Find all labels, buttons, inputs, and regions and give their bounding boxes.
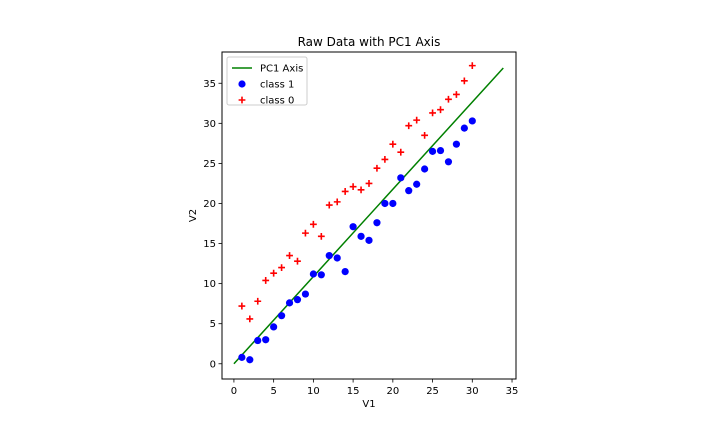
class-0-point (365, 180, 373, 187)
y-tick-label: 25 (203, 159, 216, 170)
class-0-point (341, 188, 349, 195)
x-tick-label: 5 (270, 386, 276, 397)
class-0-point (357, 186, 365, 194)
class-0-point (381, 155, 389, 163)
class-0-point (405, 122, 413, 130)
class-0-point (429, 109, 436, 117)
class-0-point (302, 229, 309, 237)
legend-box (226, 56, 308, 106)
y-tick-label: 0 (210, 359, 216, 370)
axis-ticks: 0 5 10 15 20 25 30 35 0 5 10 15 20 25 30 35 (203, 79, 518, 397)
class-1-point (325, 251, 333, 260)
legend-plus-swatch (238, 96, 246, 104)
x-tick-label: 30 (466, 386, 479, 397)
class-1-point (421, 165, 429, 173)
class-1-point (317, 271, 325, 279)
legend-label: class 1 (260, 80, 294, 91)
class-1-point (405, 187, 413, 195)
class-1-point (309, 270, 317, 278)
class-1-point (341, 268, 349, 276)
class-0-point (309, 220, 317, 228)
class-1-point (293, 296, 302, 304)
y-tick-label: 30 (203, 119, 216, 130)
class-1-point (357, 232, 365, 240)
class-0-point (254, 297, 262, 305)
pc1-axis-line (233, 67, 504, 365)
class-0-point (286, 252, 293, 259)
class-0-point (262, 277, 270, 284)
class-1-point (389, 199, 397, 208)
class-0-point (294, 257, 301, 265)
class-0-point (317, 232, 325, 240)
x-axis-label: V1 (362, 399, 375, 410)
class-0-point (238, 302, 246, 310)
x-tick-label: 25 (426, 386, 439, 397)
class-1-point (452, 140, 461, 148)
class-1-point (277, 312, 286, 320)
class-1-point (238, 353, 246, 361)
class-0-point (413, 116, 421, 124)
x-tick-label: 20 (386, 386, 399, 397)
class-0-point (270, 269, 278, 277)
x-tick-label: 0 (231, 386, 237, 397)
class-1-point (428, 147, 437, 155)
legend-label: class 0 (260, 96, 294, 107)
x-tick-label: 15 (347, 386, 360, 397)
class-0-point (397, 148, 405, 156)
y-tick-label: 5 (210, 319, 216, 330)
class-1-point (301, 290, 310, 298)
y-tick-label: 20 (203, 199, 216, 210)
class-0-point (373, 164, 381, 172)
class-1-point (444, 158, 453, 166)
y-axis-label: V2 (188, 209, 199, 222)
class-1-point (246, 356, 254, 364)
class-1-point (381, 199, 389, 208)
legend-circle-swatch (238, 80, 246, 88)
class-0-point (349, 183, 357, 191)
legend-label: PC1 Axis (260, 64, 303, 75)
class-1-point (373, 219, 381, 227)
class-1-point (397, 174, 405, 182)
class-1-point (254, 336, 262, 345)
class-0-point (468, 62, 476, 70)
class-0-point (389, 140, 397, 148)
class-1-point (413, 180, 421, 188)
class-0-point (333, 198, 341, 206)
class-1-point (349, 223, 357, 231)
class-0-point (278, 264, 285, 271)
class-1-point (468, 117, 476, 125)
x-tick-label: 10 (307, 386, 320, 397)
class-0-point (421, 131, 429, 139)
chart-title: Raw Data with PC1 Axis (298, 35, 441, 49)
class-1-point (436, 146, 445, 155)
class-1-point (365, 236, 373, 244)
data-series (233, 62, 504, 365)
class-0-point (445, 95, 452, 103)
class-1-point (285, 299, 294, 307)
class-1-point (333, 254, 341, 262)
class-0-point (325, 201, 333, 209)
class-0-point (453, 91, 460, 98)
y-tick-label: 35 (203, 79, 216, 90)
y-tick-label: 10 (203, 279, 216, 290)
class-0-point (246, 315, 254, 323)
legend: PC1 Axis class 1 class 0 (226, 56, 308, 107)
class-0-point (437, 106, 444, 114)
plot-area (221, 51, 517, 380)
class-1-point (460, 124, 468, 132)
class-1-point (262, 336, 270, 344)
class-0-point (460, 77, 468, 85)
class-1-point (270, 323, 278, 331)
x-tick-label: 35 (506, 386, 519, 397)
y-tick-label: 15 (203, 239, 216, 250)
